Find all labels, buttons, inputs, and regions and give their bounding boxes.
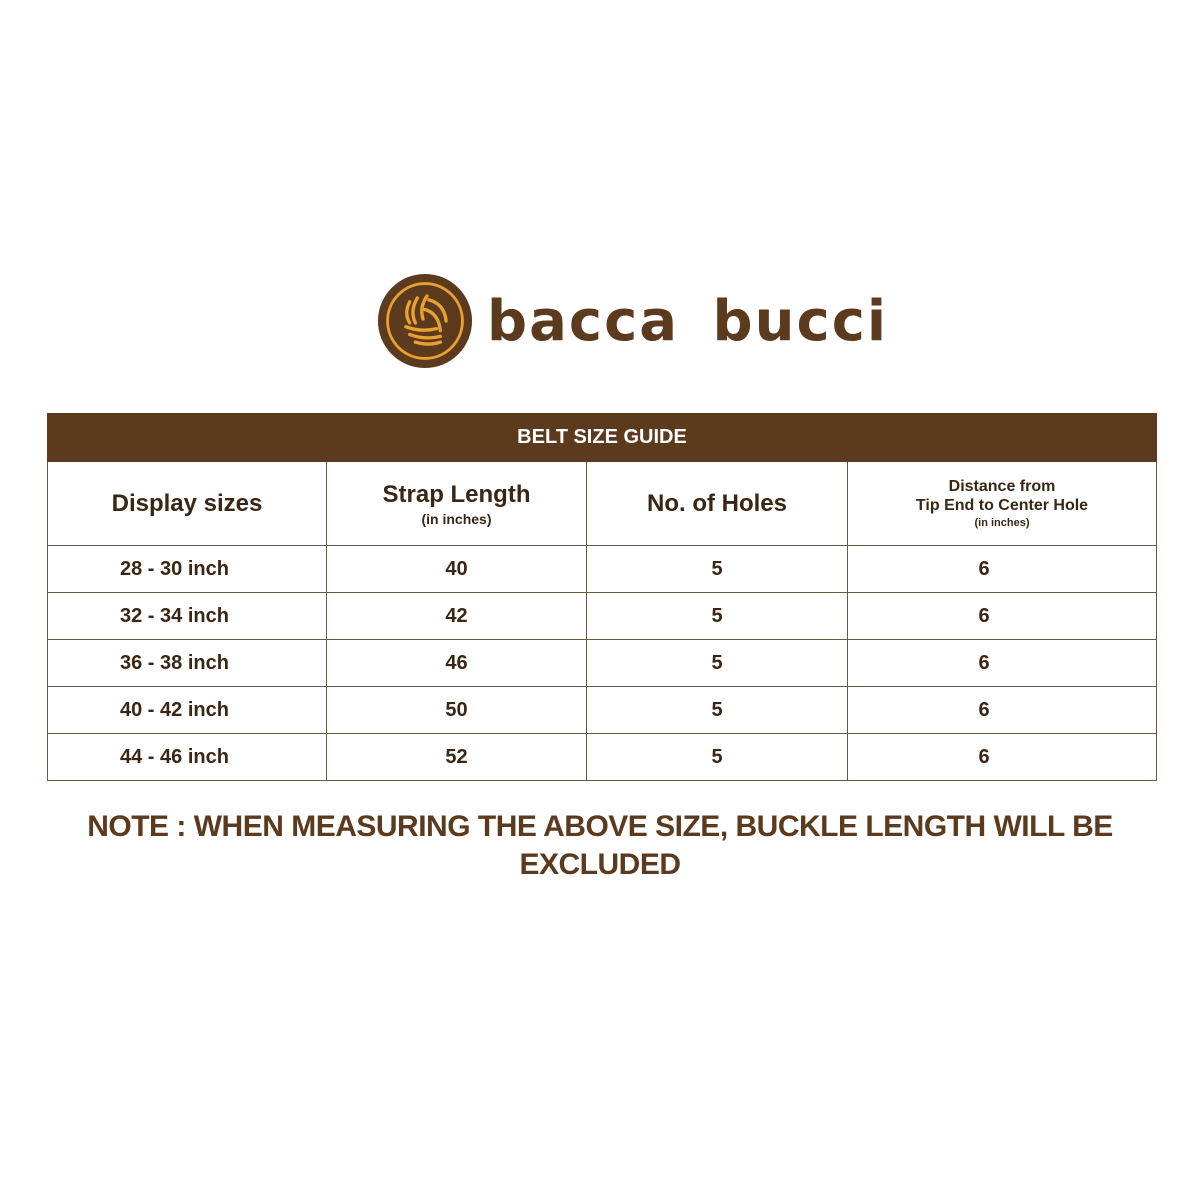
brand-name: bacca bucci [487, 288, 889, 354]
header-strap-length: Strap Length (in inches) [326, 461, 587, 546]
header-no-of-holes: No. of Holes [586, 461, 848, 546]
cell-strap-length: 50 [326, 686, 587, 734]
cell-distance: 6 [847, 686, 1157, 734]
cell-distance: 6 [847, 592, 1157, 640]
cell-distance: 6 [847, 733, 1157, 781]
cell-strap-length: 40 [326, 545, 587, 593]
belt-size-table: BELT SIZE GUIDE Display sizes Strap Leng… [47, 413, 1157, 781]
cell-distance: 6 [847, 545, 1157, 593]
cell-strap-length: 46 [326, 639, 587, 687]
table-row: 44 - 46 inch 52 5 6 [47, 733, 1157, 781]
table-row: 28 - 30 inch 40 5 6 [47, 545, 1157, 593]
header-display-sizes: Display sizes [47, 461, 327, 546]
table-row: 32 - 34 inch 42 5 6 [47, 592, 1157, 640]
cell-display-size: 44 - 46 inch [47, 733, 327, 781]
cell-display-size: 40 - 42 inch [47, 686, 327, 734]
cell-strap-length: 52 [326, 733, 587, 781]
table-header-row: Display sizes Strap Length (in inches) No… [47, 461, 1157, 546]
cell-holes: 5 [586, 686, 848, 734]
table-row: 40 - 42 inch 50 5 6 [47, 686, 1157, 734]
cell-strap-length: 42 [326, 592, 587, 640]
cell-holes: 5 [586, 545, 848, 593]
brand-logo: bacca bucci [377, 273, 888, 369]
table-row: 36 - 38 inch 46 5 6 [47, 639, 1157, 687]
cell-display-size: 28 - 30 inch [47, 545, 327, 593]
cell-holes: 5 [586, 592, 848, 640]
cell-distance: 6 [847, 639, 1157, 687]
header-distance: Distance from Tip End to Center Hole (in i… [847, 461, 1157, 546]
cell-holes: 5 [586, 639, 848, 687]
table-title: BELT SIZE GUIDE [47, 413, 1157, 462]
cell-display-size: 36 - 38 inch [47, 639, 327, 687]
note-text: NOTE : WHEN MEASURING THE ABOVE SIZE, BU… [87, 810, 1113, 881]
cell-holes: 5 [586, 733, 848, 781]
cell-display-size: 32 - 34 inch [47, 592, 327, 640]
ball-logo-icon [377, 273, 473, 369]
